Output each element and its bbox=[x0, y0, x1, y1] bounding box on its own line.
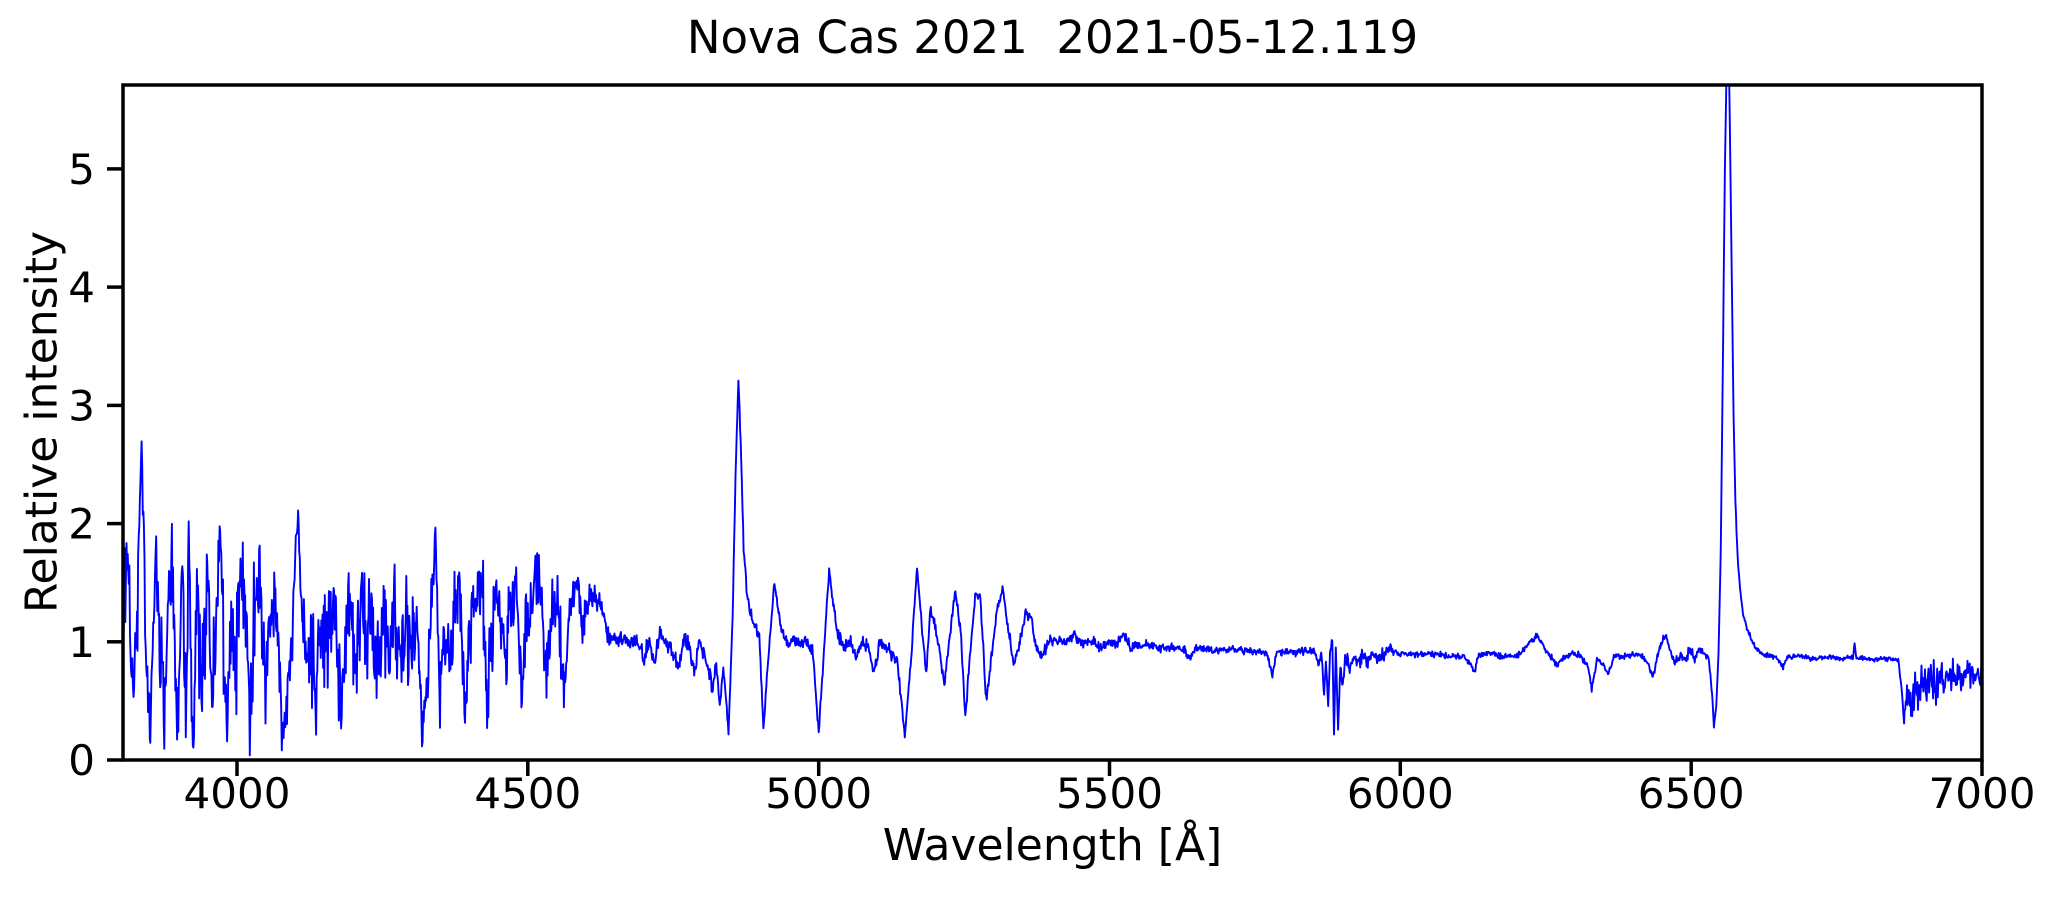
y-axis-label: Relative intensity bbox=[16, 230, 68, 614]
x-tick-label: 6500 bbox=[1638, 769, 1745, 818]
x-axis-label: Wavelength [Å] bbox=[882, 820, 1223, 871]
chart-title: Nova Cas 2021 2021-05-12.119 bbox=[686, 11, 1419, 64]
x-tick-label: 7000 bbox=[1929, 769, 2036, 818]
y-tick-label: 1 bbox=[68, 618, 95, 667]
x-tick-label: 4000 bbox=[184, 769, 291, 818]
x-tick-label: 5500 bbox=[1056, 769, 1163, 818]
plot-border bbox=[121, 83, 1984, 762]
y-tick-label: 3 bbox=[68, 381, 95, 430]
y-tick-label: 5 bbox=[68, 145, 95, 194]
x-tick-label: 5000 bbox=[765, 769, 872, 818]
y-tick-label: 2 bbox=[68, 500, 95, 549]
x-tick-label: 6000 bbox=[1347, 769, 1454, 818]
spectrum-line bbox=[123, 85, 1982, 757]
x-tick-label: 4500 bbox=[474, 769, 581, 818]
y-tick-label: 0 bbox=[68, 736, 95, 785]
y-tick-label: 4 bbox=[68, 263, 95, 312]
